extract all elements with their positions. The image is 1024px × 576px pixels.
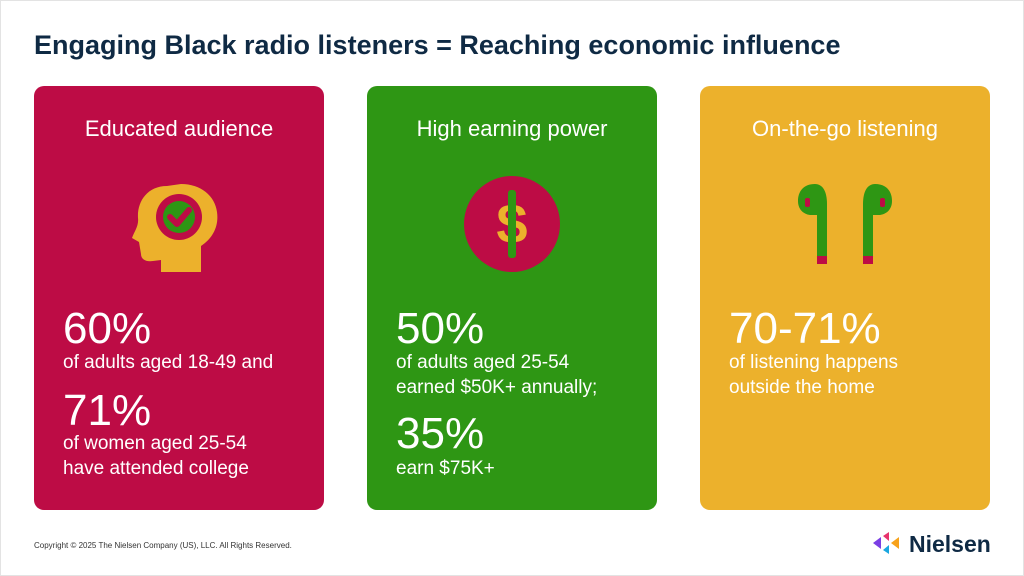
card-on-the-go-listening: On-the-go listening 70-71% of listening …: [700, 86, 990, 510]
nielsen-logo: Nielsen: [873, 528, 998, 558]
card-educated-audience: Educated audience 60% of adults aged 18-…: [34, 86, 324, 510]
copyright-text: Copyright © 2025 The Nielsen Company (US…: [34, 541, 292, 550]
earbuds-icon: [798, 184, 892, 264]
stat-description-line: have attended college: [63, 458, 249, 479]
stat-description-line: earned $50K+ annually;: [396, 377, 598, 398]
card-heading: On-the-go listening: [752, 116, 938, 141]
stat-description: of listening happens outside the home: [729, 350, 898, 400]
stat-description-line: earn $75K+: [396, 458, 495, 479]
page-title: Engaging Black radio listeners = Reachin…: [34, 30, 841, 60]
card-heading: High earning power: [416, 116, 608, 141]
head-check-icon: [132, 184, 218, 272]
stat-description-line: of adults aged 18-49 and: [63, 352, 274, 373]
stat-value: 70-71%: [729, 304, 881, 353]
stat-description-line: outside the home: [729, 377, 875, 398]
stat-description: of women aged 25-54 have attended colleg…: [63, 431, 249, 481]
stat-value: 35%: [396, 409, 485, 458]
card-heading: Educated audience: [84, 116, 274, 141]
nielsen-logo-text: Nielsen: [909, 531, 991, 557]
dollar-icon: $: [464, 176, 560, 272]
card-high-earning-power: High earning power $ 50% of adults aged …: [367, 86, 657, 510]
nielsen-logo-mark-icon: [873, 532, 899, 554]
stat-value: 71%: [63, 386, 152, 435]
stat-description-line: of women aged 25-54: [63, 433, 247, 454]
stat-value: 50%: [396, 304, 485, 353]
stat-description: earn $75K+: [396, 456, 495, 481]
stat-value: 60%: [63, 304, 152, 353]
stat-description: of adults aged 18-49 and: [63, 350, 273, 375]
stat-description-line: of adults aged 25-54: [396, 352, 570, 373]
stat-description-line: of listening happens: [729, 352, 899, 373]
stat-description: of adults aged 25-54 earned $50K+ annual…: [396, 350, 597, 400]
